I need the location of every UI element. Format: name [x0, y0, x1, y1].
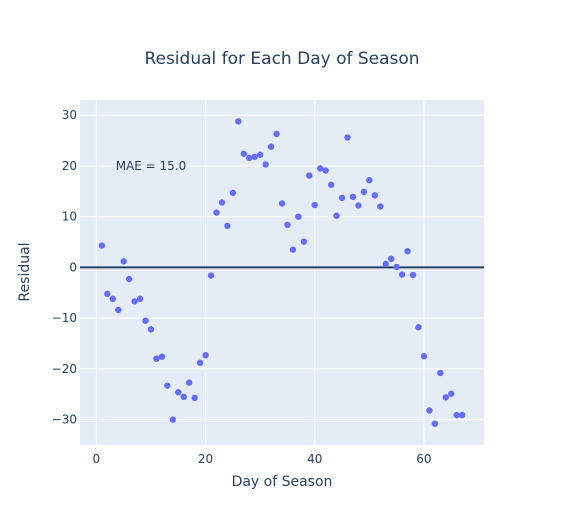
- data-point: [458, 411, 466, 419]
- data-point: [125, 275, 133, 283]
- x-tick-label: 20: [198, 452, 213, 466]
- data-point: [366, 176, 373, 184]
- data-point: [207, 272, 215, 279]
- data-point: [349, 193, 357, 201]
- data-point: [153, 355, 160, 362]
- data-point: [251, 153, 258, 161]
- data-point: [158, 353, 166, 360]
- x-tick-label: 0: [93, 452, 101, 466]
- data-point: [300, 238, 308, 245]
- data-point: [398, 271, 406, 278]
- data-point: [98, 242, 106, 249]
- data-point: [420, 353, 428, 360]
- data-point: [224, 222, 231, 230]
- data-point: [202, 351, 209, 359]
- data-point: [409, 271, 417, 279]
- y-axis-title: Residual: [17, 242, 33, 301]
- data-point: [284, 221, 291, 229]
- data-point: [136, 295, 144, 303]
- data-point: [437, 369, 444, 377]
- y-tick-label: 20: [62, 159, 77, 173]
- data-point: [338, 194, 346, 202]
- data-point: [442, 394, 449, 401]
- data-point: [229, 189, 237, 197]
- data-point: [196, 359, 204, 367]
- x-tick-labels: 0 20 40 60: [93, 452, 432, 466]
- data-point: [371, 192, 379, 199]
- data-point: [387, 255, 395, 263]
- data-point: [377, 203, 384, 210]
- x-axis-title: Day of Season: [232, 474, 333, 490]
- mae-annotation: MAE = 15.0: [116, 159, 187, 173]
- y-tick-label: 30: [62, 108, 77, 122]
- data-point: [393, 263, 400, 271]
- data-point: [218, 199, 226, 206]
- data-point: [426, 407, 433, 414]
- y-tick-labels: −30 −20 −10 0 10 20 30: [52, 108, 77, 426]
- y-tick-label: −10: [52, 311, 77, 325]
- data-point: [256, 151, 264, 158]
- data-point: [104, 290, 111, 298]
- data-point: [273, 130, 280, 138]
- data-point: [246, 154, 253, 162]
- data-point: [262, 161, 269, 168]
- data-point: [453, 411, 460, 419]
- chart-title: Residual for Each Day of Season: [144, 49, 419, 69]
- data-point: [142, 317, 149, 324]
- data-point: [147, 326, 155, 333]
- data-point: [240, 150, 247, 157]
- data-point: [360, 188, 368, 196]
- data-point: [431, 420, 439, 427]
- data-point: [322, 167, 329, 174]
- data-point: [180, 393, 187, 401]
- x-tick-label: 40: [307, 452, 322, 466]
- data-point: [289, 246, 297, 253]
- data-point: [131, 298, 138, 305]
- y-tick-label: 0: [69, 260, 77, 274]
- data-point: [278, 200, 286, 207]
- y-tick-label: 10: [62, 210, 77, 224]
- data-point: [267, 143, 275, 150]
- data-point: [404, 247, 411, 255]
- plot-area: [80, 100, 484, 445]
- data-point: [344, 134, 351, 141]
- data-point: [415, 324, 422, 331]
- data-point: [120, 258, 127, 265]
- data-point: [235, 118, 242, 125]
- data-point: [382, 260, 389, 268]
- data-point: [448, 390, 455, 397]
- data-point: [327, 181, 335, 188]
- data-point: [213, 209, 220, 216]
- data-point: [115, 306, 122, 314]
- gridlines: [80, 100, 484, 445]
- x-tick-label: 60: [416, 452, 431, 466]
- data-point: [191, 394, 198, 402]
- data-point: [185, 379, 193, 386]
- y-tick-label: −30: [52, 413, 77, 427]
- data-point: [355, 202, 362, 209]
- data-point: [311, 201, 318, 209]
- data-point: [175, 389, 182, 396]
- data-point: [295, 213, 302, 220]
- data-point: [169, 416, 177, 423]
- y-tick-label: −20: [52, 362, 77, 376]
- data-point: [317, 165, 324, 172]
- data-points: [98, 118, 466, 427]
- data-point: [333, 212, 340, 219]
- data-point: [306, 172, 313, 179]
- data-point: [164, 382, 171, 389]
- data-point: [109, 295, 116, 303]
